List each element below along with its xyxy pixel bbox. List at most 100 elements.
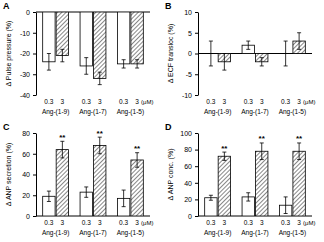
error-cap <box>122 68 126 69</box>
error-bar <box>284 41 288 66</box>
panel-title: D <box>165 122 172 132</box>
y-tick-label: 0 <box>26 213 30 220</box>
significance-label: ** <box>296 134 303 143</box>
y-tick: 0 <box>188 213 198 220</box>
panel: -10-505100.33Ang-(1-9)0.33Ang-(1-7)0.33A… <box>165 1 316 116</box>
y-tick: 60 <box>184 163 198 170</box>
category-label: Ang-(1-7) <box>241 108 268 116</box>
bar-label: 0.3 <box>281 98 290 105</box>
error-cap <box>98 153 102 154</box>
y-axis-title: Δ ANP conc. (%) <box>167 148 175 200</box>
y-tick: 60 <box>22 150 36 157</box>
y-axis: -40-30-20-100 <box>20 9 37 99</box>
panel-title: B <box>165 1 172 11</box>
panel-title: A <box>3 1 10 11</box>
y-tick: 100 <box>180 130 198 137</box>
error-line <box>285 41 286 66</box>
error-cap <box>135 59 139 60</box>
error-bar <box>47 54 51 71</box>
y-tick-label: -5 <box>186 71 192 78</box>
error-bar <box>222 54 226 71</box>
error-cap <box>135 68 139 69</box>
error-cap <box>297 49 301 50</box>
error-cap <box>246 201 250 202</box>
y-tick: -10 <box>20 29 36 36</box>
error-bar <box>297 33 301 50</box>
y-tick-label: -30 <box>20 71 30 78</box>
bar-label: 0.3 <box>119 219 128 226</box>
y-tick-mark <box>195 216 198 217</box>
significance-label: ** <box>97 129 104 138</box>
bar-label: 0.3 <box>206 219 215 226</box>
y-tick-mark <box>33 175 36 176</box>
error-cap <box>222 160 226 161</box>
error-bar <box>260 58 264 66</box>
error-cap <box>222 53 226 54</box>
error-line <box>48 54 49 71</box>
y-tick-label: 5 <box>188 29 192 36</box>
category-label: Ang-(1-5) <box>279 108 306 116</box>
y-tick: -10 <box>182 92 198 99</box>
panel: 020406080******0.33Ang-(1-9)0.33Ang-(1-7… <box>3 122 154 237</box>
error-cap <box>84 197 88 198</box>
category-label: Ang-(1-7) <box>79 229 106 237</box>
y-tick-label: 20 <box>184 196 192 203</box>
category-label: Ang-(1-5) <box>117 229 144 237</box>
error-cap <box>260 65 264 66</box>
error-bar <box>122 190 126 207</box>
y-axis: 020406080 <box>22 130 36 220</box>
error-cap <box>122 59 126 60</box>
y-tick: 20 <box>22 192 36 199</box>
error-cap <box>60 49 64 50</box>
bar-label: 3 <box>98 98 102 105</box>
y-tick-mark <box>33 216 36 217</box>
error-cap <box>260 57 264 58</box>
y-tick: -30 <box>20 71 36 78</box>
bar <box>117 12 129 64</box>
y-tick-mark <box>195 95 198 96</box>
error-line <box>224 152 225 160</box>
y-axis-line <box>198 134 199 217</box>
y-tick-mark <box>195 133 198 134</box>
bar-label: 0.3 <box>119 98 128 105</box>
error-bar <box>246 41 250 49</box>
y-axis-title: Δ ANP secretion (%) <box>5 143 13 207</box>
unit-label: (μM) <box>303 220 315 226</box>
bar <box>218 156 230 216</box>
y-tick-label: 60 <box>22 150 30 157</box>
error-cap <box>284 65 288 66</box>
error-cap <box>98 72 102 73</box>
error-bar <box>122 60 126 68</box>
y-tick-label: 0 <box>26 9 30 16</box>
category-label: Ang-(1-7) <box>79 108 106 116</box>
y-tick-mark <box>195 183 198 184</box>
error-cap <box>84 74 88 75</box>
error-line <box>86 187 87 197</box>
y-tick: 80 <box>22 130 36 137</box>
y-axis: 0 20 40 60 80 100 <box>180 130 198 220</box>
plot-area <box>43 137 144 216</box>
error-bar <box>84 187 88 197</box>
y-axis-line <box>36 13 37 96</box>
category-label: Ang-(1-5) <box>117 108 144 116</box>
bar <box>293 151 305 216</box>
bar <box>256 151 268 216</box>
error-line <box>123 60 124 68</box>
y-tick-mark <box>195 150 198 151</box>
error-cap <box>209 65 213 66</box>
error-line <box>62 141 63 158</box>
bar-label: 0.3 <box>82 219 91 226</box>
category-label: Ang-(1-9) <box>204 108 231 116</box>
y-tick-label: 40 <box>184 180 192 187</box>
bar-label: 3 <box>297 219 301 226</box>
y-tick-label: 80 <box>184 146 192 153</box>
category-label: Ang-(1-5) <box>279 229 306 237</box>
y-tick-mark <box>33 195 36 196</box>
error-line <box>224 54 225 71</box>
error-line <box>62 49 63 61</box>
error-line <box>261 58 262 66</box>
error-cap <box>47 70 51 71</box>
bar-label: 0.3 <box>244 219 253 226</box>
error-cap <box>60 157 64 158</box>
error-cap <box>260 159 264 160</box>
